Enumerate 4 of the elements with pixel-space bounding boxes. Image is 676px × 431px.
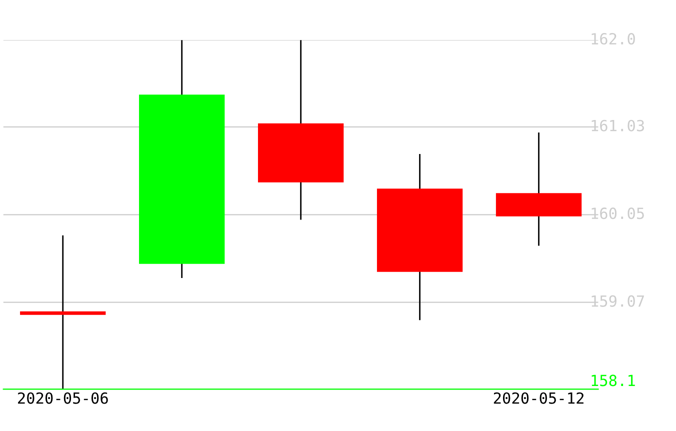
y-tick-label: 158.1 (592, 374, 635, 386)
x-tick-label: 2020-05-12 (494, 392, 584, 404)
x-tick-label: 2020-05-06 (18, 392, 108, 404)
candlestick (20, 235, 106, 390)
